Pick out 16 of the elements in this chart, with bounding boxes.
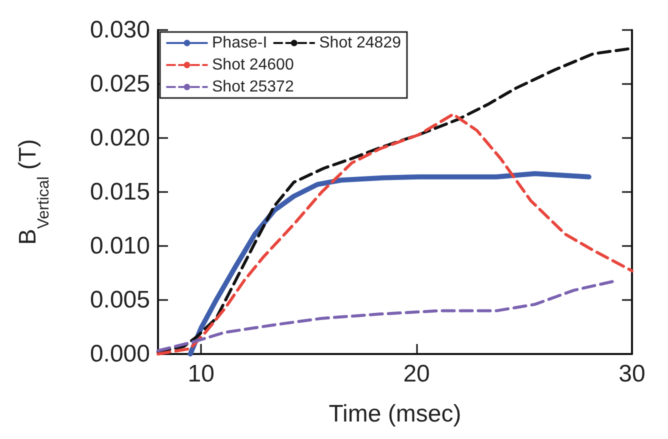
x-tick-label: 10 <box>188 360 214 388</box>
y-tick-label: 0.025 <box>90 70 150 98</box>
y-tick-label: 0.000 <box>90 340 150 368</box>
x-tick-label: 30 <box>618 360 646 388</box>
y-axis-title: BVertical (T) <box>14 139 52 245</box>
y-tick-label: 0.015 <box>90 178 150 206</box>
legend-label: Shot 25372 <box>212 78 294 96</box>
y-tick-label: 0.005 <box>90 286 150 314</box>
y-tick-label: 0.020 <box>90 124 150 152</box>
x-tick-label: 20 <box>403 360 430 388</box>
x-axis-title: Time (msec) <box>328 400 462 428</box>
legend-label: Shot 24829 <box>319 34 402 52</box>
y-tick-label: 0.030 <box>90 16 150 44</box>
legend-label: Shot 24600 <box>212 56 294 74</box>
y-tick-label: 0.010 <box>90 232 150 260</box>
legend-label: Phase-I <box>212 34 268 52</box>
